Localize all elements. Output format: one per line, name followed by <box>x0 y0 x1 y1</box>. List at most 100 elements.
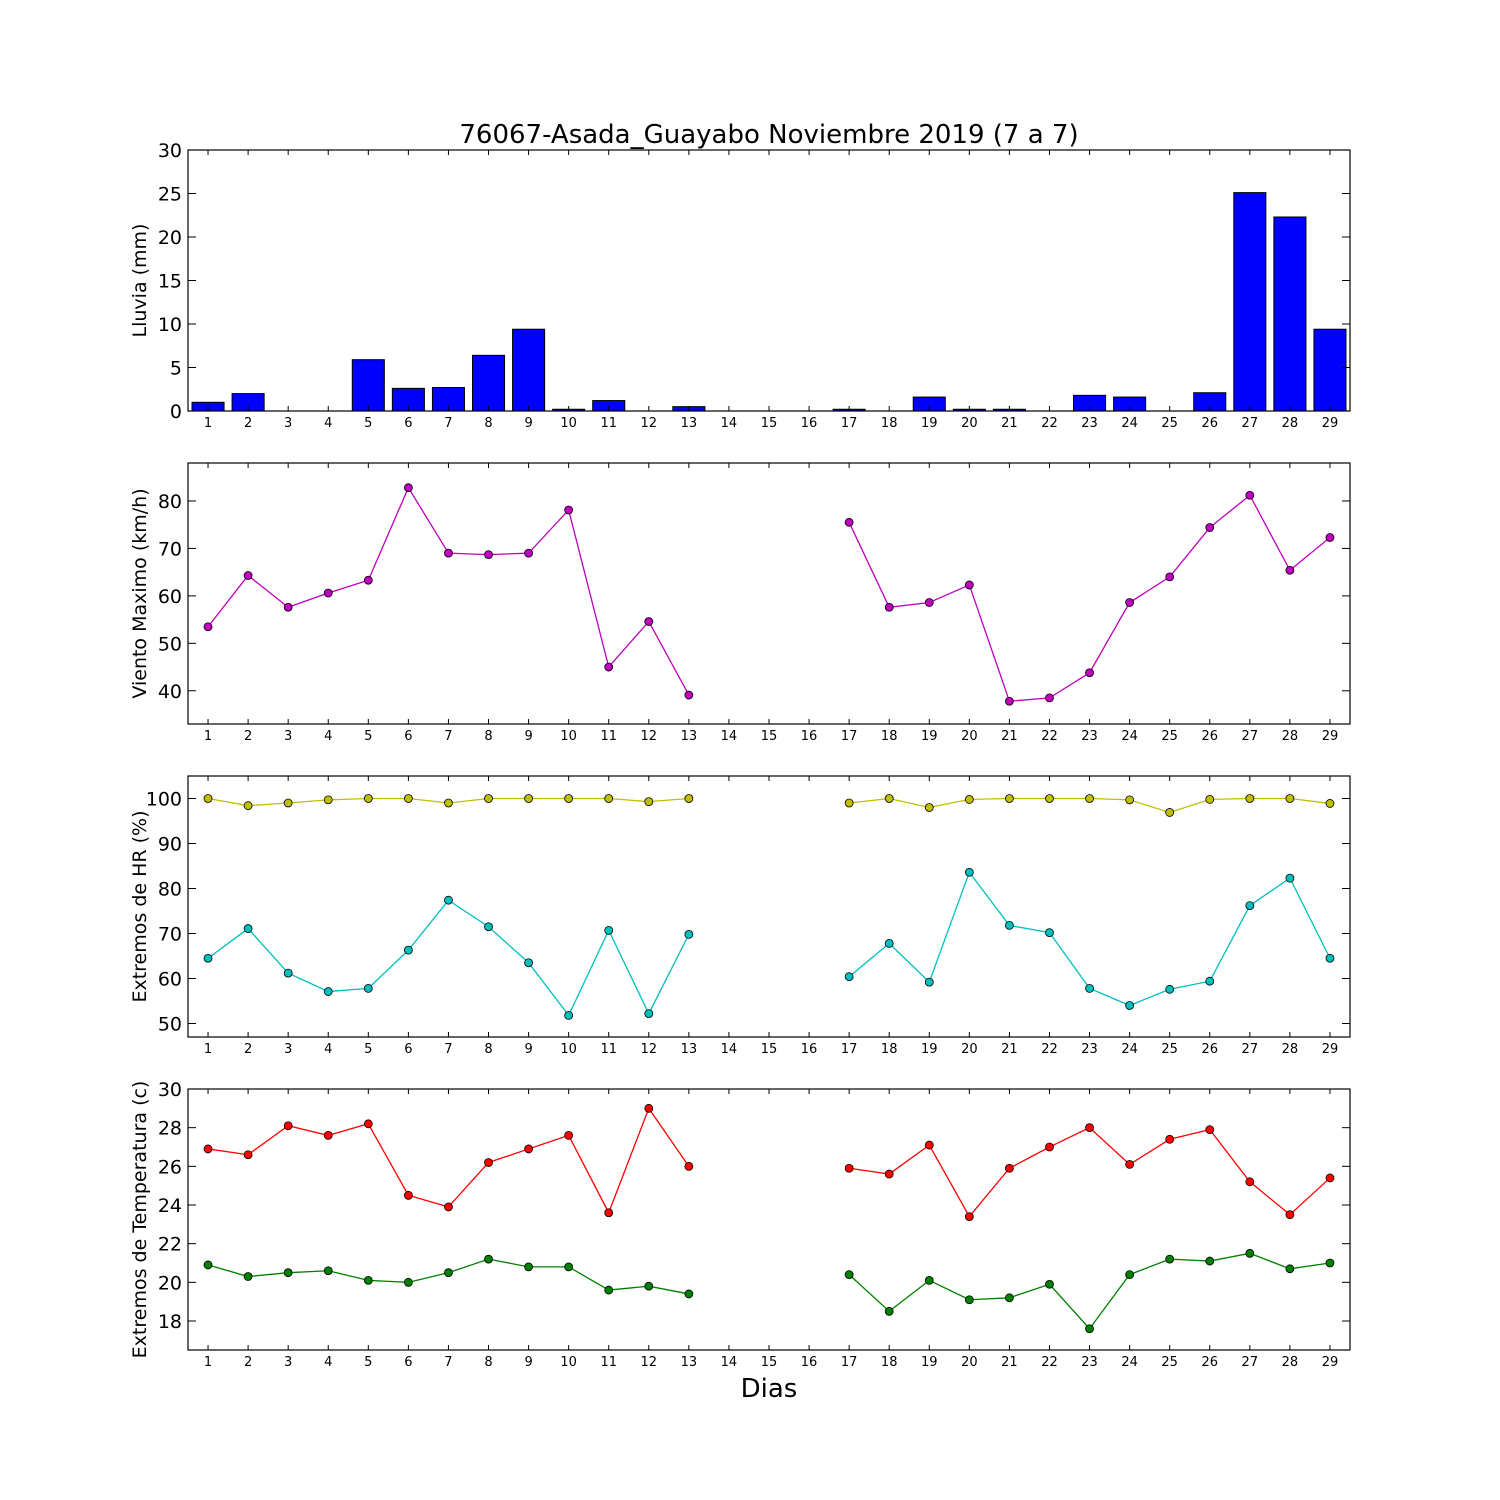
x-tick-label: 23 <box>1081 416 1098 431</box>
series-2-point-day-6 <box>403 945 413 955</box>
x-tick-label: 12 <box>641 1355 658 1370</box>
series-1-point-day-12 <box>644 797 654 807</box>
x-tick-label: 1 <box>204 1355 212 1370</box>
x-tick-label: 1 <box>204 729 212 744</box>
series-2-point-day-17 <box>844 972 854 982</box>
series-1-point-day-25 <box>1165 572 1175 582</box>
x-tick-label: 19 <box>921 1355 938 1370</box>
x-tick-label: 10 <box>560 1355 577 1370</box>
series-1-point-day-1 <box>203 1144 213 1154</box>
x-tick-label: 24 <box>1121 1042 1138 1057</box>
series-1-point-day-17 <box>844 798 854 808</box>
x-tick-label: 16 <box>801 416 818 431</box>
x-tick-label: 9 <box>524 1042 532 1057</box>
series-2-point-day-8 <box>484 922 493 932</box>
series-1-point-day-11 <box>604 794 614 803</box>
x-tick-label: 26 <box>1201 1042 1218 1057</box>
series-1-point-day-13 <box>684 1161 694 1171</box>
series-2-point-day-26 <box>1205 976 1215 986</box>
series-2-point-day-5 <box>363 984 373 993</box>
x-tick-label: 13 <box>681 1042 698 1057</box>
series-1-point-day-26 <box>1205 1125 1215 1134</box>
x-tick-label: 6 <box>404 729 412 744</box>
series-2-point-day-26 <box>1205 1256 1215 1266</box>
series-1-point-day-20 <box>964 795 974 804</box>
x-tick-label: 17 <box>841 729 858 744</box>
y-axis-label: Viento Maximo (km/h) <box>129 488 151 698</box>
y-tick-label: 40 <box>158 681 182 703</box>
series-1-point-day-4 <box>323 795 333 805</box>
x-tick-label: 21 <box>1001 1042 1018 1057</box>
series-2-point-day-9 <box>524 958 533 968</box>
series-2-point-day-12 <box>644 1009 654 1018</box>
series-2-point-day-10 <box>564 1011 574 1020</box>
x-tick-label: 21 <box>1001 1355 1018 1370</box>
x-tick-label: 20 <box>961 1355 978 1370</box>
series-1-point-day-3 <box>283 1121 293 1131</box>
x-tick-label: 15 <box>761 1355 778 1370</box>
series-1-point-day-9 <box>524 1144 533 1154</box>
x-tick-label: 27 <box>1242 729 1259 744</box>
series-1-point-day-3 <box>283 602 293 612</box>
y-tick-label: 24 <box>158 1195 182 1217</box>
series-2-point-day-17 <box>844 1270 854 1279</box>
bar-day-9 <box>512 328 546 412</box>
series-2-point-day-19 <box>924 1276 934 1285</box>
x-tick-label: 16 <box>801 729 818 744</box>
x-tick-label: 7 <box>444 1355 452 1370</box>
series-1-point-day-18 <box>884 1169 894 1179</box>
x-tick-label: 29 <box>1322 1042 1339 1057</box>
x-tick-label: 2 <box>244 1042 252 1057</box>
series-2-point-day-13 <box>684 1289 694 1299</box>
x-tick-label: 27 <box>1242 416 1259 431</box>
series-1-point-day-4 <box>323 588 333 598</box>
series-1-point-day-26 <box>1205 795 1215 804</box>
series-2-point-day-21 <box>1005 1293 1014 1303</box>
series-1-point-day-25 <box>1165 808 1175 817</box>
x-tick-label: 10 <box>560 1042 577 1057</box>
x-tick-label: 21 <box>1001 729 1018 744</box>
x-tick-label: 9 <box>524 729 532 744</box>
series-1-point-day-23 <box>1085 668 1094 678</box>
x-tick-label: 2 <box>244 729 252 744</box>
series-1-point-day-22 <box>1045 1142 1054 1152</box>
series-2-point-day-2 <box>243 1272 253 1281</box>
x-tick-label: 16 <box>801 1355 818 1370</box>
series-2-point-day-23 <box>1085 984 1094 993</box>
series-1-point-day-28 <box>1285 794 1295 803</box>
x-tick-label: 3 <box>284 1355 292 1370</box>
x-tick-label: 22 <box>1041 1042 1058 1057</box>
series-1-point-day-23 <box>1085 1123 1094 1133</box>
series-2-point-day-24 <box>1125 1270 1135 1279</box>
x-tick-label: 4 <box>324 1042 332 1057</box>
panel-2: 1 2 3 4 5 6 7 8 9 10 11 12 13 14 15 16 17 18 19 20 21 22 23 24 2… <box>129 462 1351 744</box>
x-tick-label: 28 <box>1282 729 1299 744</box>
x-tick-label: 28 <box>1282 1355 1299 1370</box>
series-1-point-day-6 <box>403 794 413 803</box>
y-axis-label: Extremos de HR (%) <box>129 810 151 1002</box>
x-tick-label: 18 <box>881 416 898 431</box>
y-tick-label: 15 <box>158 271 182 293</box>
series-1-point-day-6 <box>403 1190 413 1200</box>
series-1-point-day-24 <box>1125 1160 1135 1169</box>
x-tick-label: 24 <box>1121 729 1138 744</box>
y-tick-label: 25 <box>158 184 182 206</box>
series-2-point-day-24 <box>1125 1001 1135 1010</box>
x-tick-label: 6 <box>404 416 412 431</box>
series-1-point-day-5 <box>363 1119 373 1129</box>
y-tick-label: 80 <box>158 491 182 513</box>
x-tick-label: 8 <box>484 1042 492 1057</box>
series-2-point-day-12 <box>644 1281 654 1291</box>
y-tick-label: 100 <box>146 789 182 811</box>
series-1-point-day-13 <box>684 794 694 803</box>
x-tick-label: 7 <box>444 1042 452 1057</box>
x-tick-label: 25 <box>1161 729 1178 744</box>
x-tick-label: 14 <box>721 1042 738 1057</box>
y-tick-label: 28 <box>158 1118 182 1140</box>
x-tick-label: 23 <box>1081 729 1098 744</box>
series-1-point-day-2 <box>243 1150 253 1160</box>
series-1-point-day-26 <box>1205 523 1215 532</box>
x-tick-label: 5 <box>364 729 372 744</box>
x-tick-label: 23 <box>1081 1355 1098 1370</box>
y-axis-label: Extremos de Temperatura (c) <box>129 1081 151 1359</box>
